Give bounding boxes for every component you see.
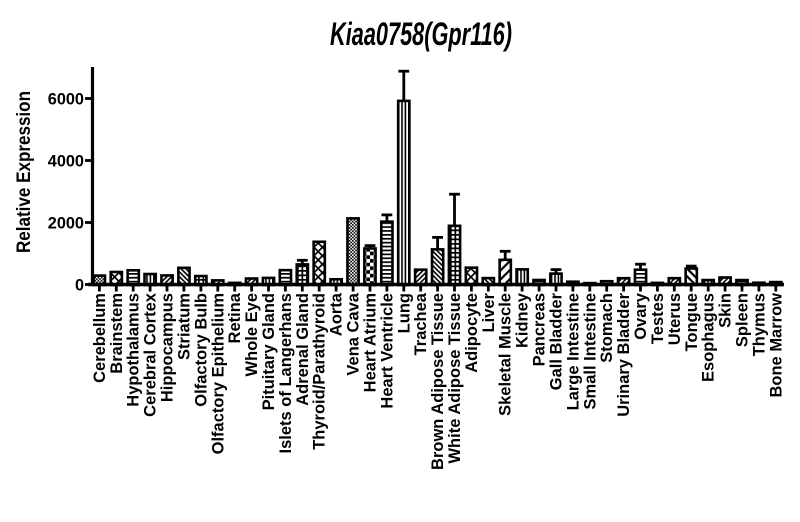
svg-text:Pituitary Gland: Pituitary Gland xyxy=(260,293,278,410)
svg-text:Olfactory Bulb: Olfactory Bulb xyxy=(192,293,210,407)
svg-text:6000: 6000 xyxy=(48,91,84,109)
svg-text:Gall Bladder: Gall Bladder xyxy=(548,292,566,390)
svg-text:2000: 2000 xyxy=(48,215,84,233)
svg-text:Vena Cava: Vena Cava xyxy=(345,292,363,375)
svg-text:Adipocyte: Adipocyte xyxy=(463,293,481,373)
svg-text:Trachea: Trachea xyxy=(412,292,430,355)
svg-text:Bone Marrow: Bone Marrow xyxy=(767,293,785,398)
svg-text:Liver: Liver xyxy=(480,292,498,332)
svg-text:Islets of Langerhans: Islets of Langerhans xyxy=(277,293,295,453)
svg-text:Ovary: Ovary xyxy=(632,292,650,340)
svg-text:Kiaa0758(Gpr116): Kiaa0758(Gpr116) xyxy=(330,16,512,52)
svg-text:Cerebral Cortex: Cerebral Cortex xyxy=(142,292,160,417)
svg-text:Tongue: Tongue xyxy=(683,293,701,351)
svg-text:Small Intestine: Small Intestine xyxy=(581,293,599,409)
svg-text:Pancreas: Pancreas xyxy=(531,293,549,366)
svg-text:Heart Ventricle: Heart Ventricle xyxy=(378,293,396,409)
svg-text:Testes: Testes xyxy=(649,293,667,344)
svg-text:0: 0 xyxy=(75,277,84,295)
svg-text:Esophagus: Esophagus xyxy=(700,293,718,382)
svg-text:Thyroid/Parathyroid: Thyroid/Parathyroid xyxy=(311,293,329,450)
svg-text:Adrenal Gland: Adrenal Gland xyxy=(294,293,312,406)
svg-text:Hippocampus: Hippocampus xyxy=(159,293,177,402)
svg-text:Spleen: Spleen xyxy=(734,293,752,347)
svg-text:Thymus: Thymus xyxy=(750,293,768,356)
svg-text:Cerebellum: Cerebellum xyxy=(91,293,109,383)
svg-text:Heart Atrium: Heart Atrium xyxy=(362,293,380,392)
svg-text:Striatum: Striatum xyxy=(175,293,193,360)
svg-text:Stomach: Stomach xyxy=(598,293,616,363)
svg-text:Whole Eye: Whole Eye xyxy=(243,293,261,376)
svg-text:Brown Adipose Tissue: Brown Adipose Tissue xyxy=(429,293,447,470)
svg-text:Kidney: Kidney xyxy=(514,292,532,348)
svg-text:Brainstem: Brainstem xyxy=(108,293,126,374)
svg-text:Retina: Retina xyxy=(226,292,244,343)
svg-text:Relative Expression: Relative Expression xyxy=(13,91,35,253)
svg-text:Olfactory Epithelium: Olfactory Epithelium xyxy=(209,293,227,454)
svg-text:Uterus: Uterus xyxy=(666,293,684,345)
svg-text:Large Intestine: Large Intestine xyxy=(564,293,582,410)
svg-text:4000: 4000 xyxy=(48,153,84,171)
svg-text:Skin: Skin xyxy=(717,293,735,328)
svg-text:Hypothalamus: Hypothalamus xyxy=(125,293,143,407)
svg-text:Lung: Lung xyxy=(395,293,413,333)
svg-text:White Adipose Tissue: White Adipose Tissue xyxy=(446,293,464,464)
svg-text:Urinary Bladder: Urinary Bladder xyxy=(615,292,633,416)
svg-text:Aorta: Aorta xyxy=(328,292,346,336)
svg-text:Skeletal Muscle: Skeletal Muscle xyxy=(497,293,515,416)
